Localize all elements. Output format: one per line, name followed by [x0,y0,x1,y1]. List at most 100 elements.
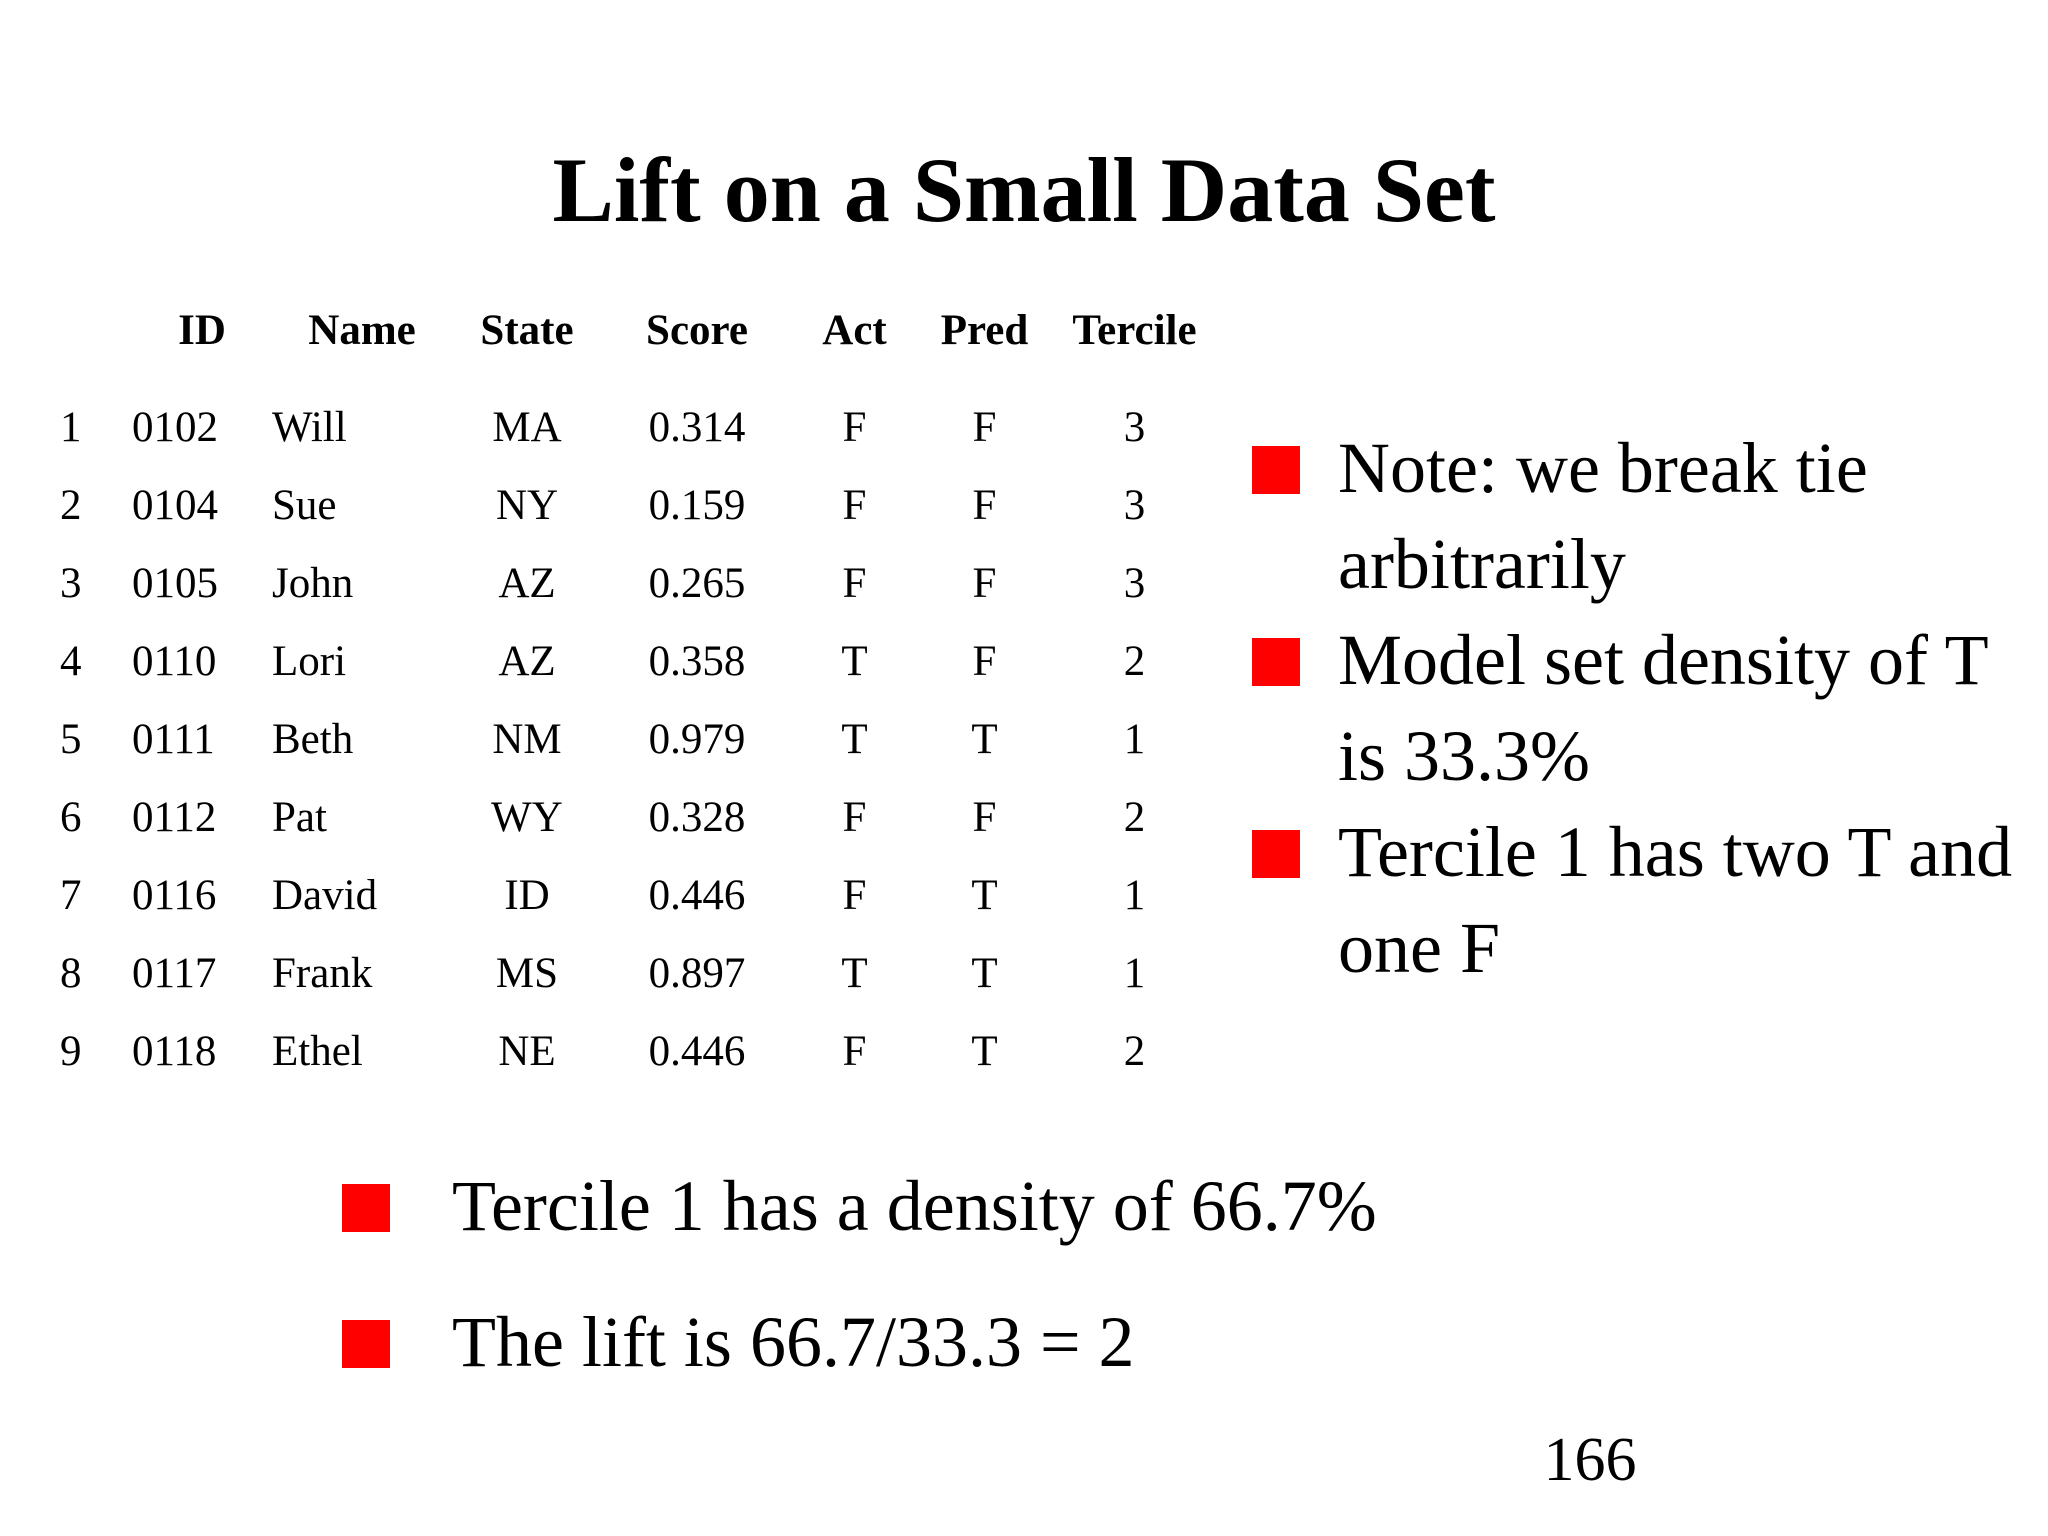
page-number: 166 [1543,1426,1637,1494]
cell-pred: F [972,559,997,607]
cell-state: MA [492,403,562,451]
cell-id: 0117 [132,949,217,997]
right-bullet-list: Note: we break tie arbitrarily Model set … [1250,420,2030,996]
cell-pred: T [971,871,998,919]
cell-state: WY [491,793,563,841]
data-table: ID Name State Score Act Pred Tercile 1 01… [60,290,1217,1090]
table-row: 8 0117 Frank MS 0.897 T T 1 [60,934,1217,1012]
table-row: 5 0111 Beth NM 0.979 T T 1 [60,700,1217,778]
bullet-text: Tercile 1 has a density of 66.7% [452,1166,1377,1246]
cell-name: Pat [272,793,327,841]
cell-id: 0118 [132,1027,217,1075]
cell-name: Beth [272,715,354,763]
table-row: 6 0112 Pat WY 0.328 F F 2 [60,778,1217,856]
cell-row-number: 9 [60,1027,82,1075]
cell-tercile: 3 [1123,403,1146,451]
cell-score: 0.446 [648,871,746,919]
cell-act: F [842,403,867,451]
cell-tercile: 3 [1123,481,1146,529]
table-row: 3 0105 John AZ 0.265 F F 3 [60,544,1217,622]
cell-score: 0.979 [648,715,746,763]
cell-tercile: 2 [1123,637,1146,685]
cell-tercile: 1 [1123,871,1146,919]
table-row: 2 0104 Sue NY 0.159 F F 3 [60,466,1217,544]
cell-row-number: 3 [60,559,82,607]
table-header-row: ID Name State Score Act Pred Tercile [60,290,1217,370]
cell-score: 0.446 [648,1027,746,1075]
cell-state: NM [492,715,562,763]
cell-state: NY [495,481,559,529]
red-square-bullet-icon [1252,830,1300,878]
table-row: 9 0118 Ethel NE 0.446 F T 2 [60,1012,1217,1090]
cell-tercile: 1 [1123,949,1146,997]
table-row: 7 0116 David ID 0.446 F T 1 [60,856,1217,934]
bullet-item: Model set density of T is 33.3% [1250,612,2030,804]
cell-score: 0.358 [648,637,746,685]
bullet-item: The lift is 66.7/33.3 = 2 [340,1294,1740,1390]
cell-state: NE [498,1027,556,1075]
column-header-tercile: Tercile [1072,306,1197,354]
cell-act: T [841,637,868,685]
cell-id: 0105 [132,559,218,607]
cell-state: ID [504,871,550,919]
cell-pred: F [972,637,997,685]
bullet-text: Note: we break tie arbitrarily [1338,428,1868,604]
cell-name: David [272,871,378,919]
cell-act: F [842,871,867,919]
cell-pred: F [972,403,997,451]
cell-row-number: 6 [60,793,82,841]
cell-score: 0.328 [648,793,746,841]
bullet-item: Tercile 1 has a density of 66.7% [340,1158,1740,1254]
column-header-score: Score [646,306,748,354]
cell-score: 0.265 [648,559,746,607]
cell-act: F [842,1027,867,1075]
cell-act: F [842,793,867,841]
cell-act: T [841,715,868,763]
cell-score: 0.897 [648,949,746,997]
cell-name: Sue [272,481,337,529]
cell-act: T [841,949,868,997]
red-square-bullet-icon [1252,446,1300,494]
cell-act: F [842,481,867,529]
column-header-state: State [480,306,574,354]
cell-pred: T [971,949,998,997]
cell-row-number: 7 [60,871,82,919]
slide-title: Lift on a Small Data Set [552,139,1496,241]
cell-id: 0116 [132,871,217,919]
cell-state: MS [495,949,559,997]
cell-tercile: 2 [1123,1027,1146,1075]
table-spacer-row [60,370,1217,388]
cell-state: AZ [498,637,556,685]
column-header-id: ID [178,306,226,354]
cell-id: 0102 [132,403,218,451]
cell-row-number: 8 [60,949,82,997]
cell-act: F [842,559,867,607]
cell-name: Frank [272,949,373,997]
bullet-item: Note: we break tie arbitrarily [1250,420,2030,612]
cell-id: 0112 [132,793,217,841]
table-row: 1 0102 Will MA 0.314 F F 3 [60,388,1217,466]
cell-id: 0111 [132,715,215,763]
cell-score: 0.159 [648,481,746,529]
bullet-item: Tercile 1 has two T and one F [1250,804,2030,996]
bullet-text: Model set density of T is 33.3% [1338,620,1988,796]
cell-pred: T [971,715,998,763]
cell-row-number: 1 [60,403,82,451]
cell-tercile: 3 [1123,559,1146,607]
cell-name: Lori [272,637,347,685]
column-header-act: Act [822,306,887,354]
cell-score: 0.314 [648,403,746,451]
cell-pred: T [971,1027,998,1075]
cell-pred: F [972,481,997,529]
bottom-bullet-list: Tercile 1 has a density of 66.7% The lift… [340,1158,1740,1430]
cell-tercile: 2 [1123,793,1146,841]
cell-row-number: 4 [60,637,82,685]
column-header-row-number [60,290,132,370]
cell-id: 0110 [132,637,217,685]
cell-tercile: 1 [1123,715,1146,763]
table-row: 4 0110 Lori AZ 0.358 T F 2 [60,622,1217,700]
cell-state: AZ [498,559,556,607]
cell-name: Will [272,403,347,451]
cell-name: Ethel [272,1027,363,1075]
bullet-text: Tercile 1 has two T and one F [1338,812,2013,988]
